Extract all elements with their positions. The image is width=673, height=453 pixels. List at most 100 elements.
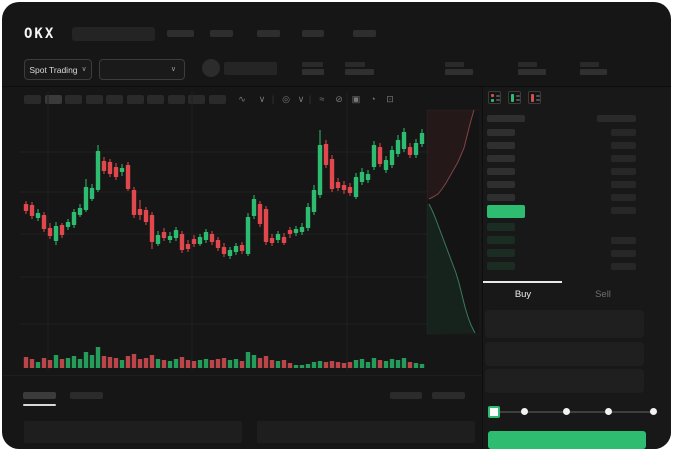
ask-row[interactable] [483, 155, 671, 165]
tab-sell[interactable]: Sell [595, 289, 611, 300]
last-amount-placeholder [611, 207, 636, 214]
order-history-panel [257, 421, 475, 443]
slider-stop[interactable] [605, 408, 612, 415]
ask-row[interactable] [483, 181, 671, 191]
icon-detail [536, 95, 540, 97]
stat-label-placeholder [580, 62, 599, 67]
ask-price-placeholder [487, 194, 515, 201]
pair-name-placeholder [224, 62, 277, 75]
timeframe-placeholder[interactable] [24, 95, 41, 104]
ask-amount-placeholder [611, 142, 636, 149]
ask-price-placeholder [487, 181, 515, 188]
timeframe-placeholder[interactable] [44, 95, 62, 104]
compare-icon[interactable]: ⊘ [335, 94, 343, 104]
bid-row[interactable] [483, 249, 671, 259]
slider-track [492, 411, 654, 413]
candle-type-icon[interactable]: ∿ [238, 94, 246, 104]
ask-amount-placeholder [611, 129, 636, 136]
bottom-divider [2, 375, 482, 376]
bottom-link-placeholder[interactable] [390, 392, 422, 399]
timeframe-placeholder[interactable] [85, 95, 103, 104]
nav-item-placeholder[interactable] [257, 30, 280, 37]
market-type-selector[interactable]: Spot Trading ∨ [24, 59, 92, 80]
bottom-tab-history[interactable] [70, 392, 103, 399]
timeframe-placeholder[interactable] [167, 95, 185, 104]
chevron-down-icon[interactable]: ∨ [297, 94, 305, 104]
price-input[interactable] [485, 310, 644, 338]
ask-row[interactable] [483, 142, 671, 152]
chevron-down-icon[interactable]: ∨ [258, 94, 266, 104]
order-book-and-trade-panel: Buy Sell [483, 87, 671, 449]
slider-stop[interactable] [563, 408, 570, 415]
timeframe-placeholder[interactable] [106, 95, 123, 104]
bottom-link-placeholder[interactable] [432, 392, 465, 399]
stat-label-placeholder [518, 62, 537, 67]
icon-detail [511, 94, 514, 102]
pair-selector[interactable]: ∨ [99, 59, 185, 80]
separator: | [271, 94, 275, 104]
ask-amount-placeholder [611, 194, 636, 201]
slider-stop[interactable] [521, 408, 528, 415]
fullscreen-icon[interactable]: ⊡ [386, 94, 394, 104]
bid-price-placeholder [487, 223, 515, 231]
bid-row[interactable] [483, 262, 671, 272]
bottom-tab-orders[interactable] [23, 392, 56, 399]
separator: | [308, 94, 312, 104]
timeframe-placeholder[interactable] [208, 95, 226, 104]
bid-amount-placeholder [611, 263, 636, 270]
coin-icon [202, 59, 220, 77]
last-price-badge[interactable] [487, 205, 525, 218]
stat-value-placeholder [445, 69, 473, 75]
icon-detail [496, 95, 500, 97]
book-split-icon[interactable] [488, 91, 501, 104]
chevron-down-icon: ∨ [81, 66, 87, 73]
timeframe-placeholder[interactable] [126, 95, 144, 104]
ask-row[interactable] [483, 194, 671, 204]
ask-price-placeholder [487, 142, 515, 149]
stat-label-placeholder [345, 62, 365, 67]
nav-item-placeholder[interactable] [353, 30, 376, 37]
icon-detail [516, 99, 520, 101]
icon-detail [491, 99, 494, 102]
header-divider [2, 86, 671, 87]
indicator-icon[interactable]: ◎ [282, 94, 290, 104]
timeframe-placeholder[interactable] [65, 95, 82, 104]
buy-submit-button[interactable] [488, 431, 646, 449]
book-asks-icon[interactable] [528, 91, 541, 104]
open-orders-panel [24, 421, 242, 443]
camera-icon[interactable]: ▣ [351, 94, 361, 104]
history-icon[interactable]: ◔ [370, 94, 376, 104]
okx-logo[interactable]: OKX [24, 26, 56, 42]
tab-buy[interactable]: Buy [514, 289, 532, 300]
nav-item-placeholder[interactable] [167, 30, 194, 37]
icon-detail [496, 99, 500, 101]
ask-row[interactable] [483, 168, 671, 178]
line-tool-icon[interactable]: ≈ [319, 94, 325, 104]
ask-amount-placeholder [611, 155, 636, 162]
slider-stop[interactable] [650, 408, 657, 415]
chevron-down-icon: ∨ [170, 66, 176, 73]
buy-tab-indicator [483, 281, 562, 283]
bid-amount-placeholder [611, 250, 636, 257]
book-bids-icon[interactable] [508, 91, 521, 104]
header-search-placeholder[interactable] [72, 27, 155, 41]
market-type-label: Spot Trading [29, 64, 78, 75]
bid-amount-placeholder [611, 237, 636, 244]
bid-row[interactable] [483, 236, 671, 246]
amount-input[interactable] [485, 342, 644, 366]
nav-item-placeholder[interactable] [210, 30, 233, 37]
stat-value-placeholder [302, 69, 324, 75]
timeframe-placeholder[interactable] [188, 95, 205, 104]
bid-price-placeholder [487, 249, 515, 257]
timeframe-placeholder[interactable] [147, 95, 164, 104]
icon-detail [536, 99, 540, 101]
nav-item-placeholder[interactable] [302, 30, 324, 37]
slider-handle[interactable] [488, 406, 500, 418]
candlestick-chart[interactable] [2, 108, 482, 374]
stat-label-placeholder [445, 62, 464, 67]
total-input[interactable] [485, 369, 644, 393]
ask-row[interactable] [483, 129, 671, 139]
bottom-tab-active-underline [23, 404, 56, 406]
bid-row[interactable] [483, 223, 671, 233]
